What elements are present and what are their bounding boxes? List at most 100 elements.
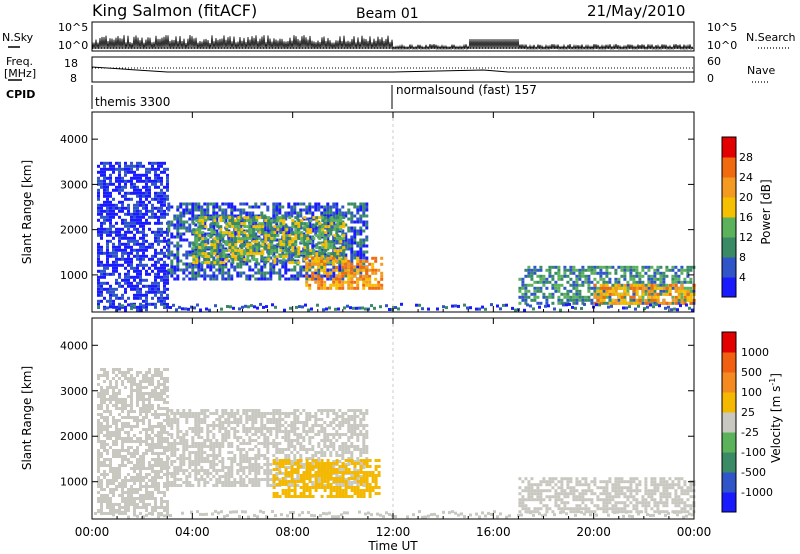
- heatmap-cell: [670, 308, 673, 312]
- heatmap-cell: [323, 280, 327, 284]
- heatmap-cell: [212, 433, 216, 436]
- heatmap-cell: [227, 430, 231, 433]
- heatmap-cell: [145, 203, 148, 207]
- heatmap-cell: [115, 230, 118, 234]
- heatmap-cell: [359, 217, 363, 221]
- heatmap-cell: [130, 197, 133, 201]
- heatmap-cell: [115, 263, 118, 267]
- heatmap-cell: [145, 494, 148, 497]
- heatmap-cell: [240, 258, 244, 262]
- heatmap-cell: [605, 295, 609, 299]
- heatmap-cell: [305, 262, 309, 266]
- heatmap-cell: [288, 237, 292, 241]
- y-tick-label: 3000: [60, 178, 88, 191]
- heatmap-cell: [502, 303, 505, 307]
- heatmap-cell: [530, 271, 534, 275]
- heatmap-cell: [160, 191, 163, 195]
- heatmap-cell: [203, 421, 207, 424]
- heatmap-cell: [263, 214, 267, 218]
- heatmap-cell: [266, 466, 270, 469]
- heatmap-cell: [234, 252, 238, 256]
- heatmap-cell: [218, 418, 222, 421]
- heatmap-cell: [344, 223, 348, 227]
- heatmap-cell: [106, 290, 109, 294]
- heatmap-cell: [463, 303, 466, 307]
- nave-tick-high: 60: [707, 55, 721, 68]
- heatmap-cell: [185, 481, 189, 484]
- heatmap-cell: [112, 290, 115, 294]
- heatmap-cell: [551, 295, 555, 299]
- heatmap-cell: [200, 418, 204, 421]
- heatmap-cell: [109, 290, 112, 294]
- heatmap-cell: [239, 271, 243, 275]
- heatmap-cell: [236, 214, 240, 218]
- heatmap-cell: [584, 268, 588, 272]
- heatmap-cell: [139, 479, 142, 482]
- heatmap-cell: [311, 271, 315, 275]
- heatmap-cell: [224, 220, 228, 224]
- heatmap-cell: [136, 476, 139, 479]
- heatmap-cell: [207, 228, 211, 232]
- heatmap-cell: [203, 223, 207, 227]
- heatmap-cell: [245, 418, 249, 421]
- heatmap-cell: [154, 443, 157, 446]
- heatmap-cell: [320, 274, 324, 278]
- heatmap-cell: [103, 272, 106, 276]
- velocity-heatmap-cells: [94, 318, 696, 519]
- heatmap-cell: [218, 451, 222, 454]
- heatmap-cell: [595, 303, 598, 307]
- heatmap-cell: [185, 220, 189, 224]
- heatmap-cell: [257, 277, 261, 281]
- heatmap-cell: [524, 268, 528, 272]
- heatmap-cell: [142, 173, 145, 177]
- heatmap-cell: [320, 241, 324, 245]
- heatmap-cell: [270, 240, 274, 244]
- heatmap-cell: [197, 469, 201, 472]
- heatmap-cell: [97, 395, 100, 398]
- heatmap-cell: [293, 205, 297, 209]
- heatmap-cell: [312, 225, 316, 229]
- heatmap-cell: [210, 261, 214, 265]
- heatmap-cell: [118, 191, 121, 195]
- heatmap-cell: [230, 409, 234, 412]
- heatmap-cell: [139, 269, 142, 273]
- heatmap-cell: [306, 237, 310, 241]
- heatmap-cell: [200, 274, 204, 278]
- heatmap-cell: [324, 225, 328, 229]
- heatmap-cell: [210, 234, 214, 238]
- heatmap-cell: [614, 277, 618, 281]
- heatmap-cell: [225, 222, 229, 226]
- heatmap-cell: [192, 252, 196, 256]
- heatmap-cell: [179, 217, 183, 221]
- heatmap-cell: [212, 259, 216, 263]
- heatmap-cell: [130, 302, 133, 306]
- heatmap-cell: [136, 386, 139, 389]
- heatmap-cell: [359, 205, 363, 209]
- heatmap-cell: [335, 259, 339, 263]
- heatmap-cell: [209, 202, 213, 206]
- heatmap-cell: [133, 212, 136, 216]
- heatmap-cell: [626, 292, 630, 296]
- heatmap-cell: [341, 271, 345, 275]
- heatmap-cell: [191, 214, 195, 218]
- heatmap-cell: [148, 284, 151, 288]
- heatmap-cell: [157, 371, 160, 374]
- heatmap-cell: [571, 305, 574, 309]
- heatmap-cell: [160, 203, 163, 207]
- heatmap-cell: [230, 475, 234, 478]
- heatmap-cell: [303, 246, 307, 250]
- heatmap-cell: [308, 283, 312, 287]
- heatmap-cell: [359, 277, 363, 281]
- heatmap-cell: [130, 377, 133, 380]
- heatmap-cell: [154, 215, 157, 219]
- heatmap-cell: [103, 269, 106, 273]
- heatmap-cell: [252, 252, 256, 256]
- heatmap-cell: [151, 482, 154, 485]
- heatmap-cell: [109, 179, 112, 183]
- heatmap-cell: [221, 238, 225, 242]
- heatmap-cell: [127, 242, 130, 246]
- heatmap-cell: [240, 252, 244, 256]
- heatmap-cell: [611, 265, 615, 269]
- heatmap-cell: [518, 301, 522, 305]
- heatmap-cell: [191, 241, 195, 245]
